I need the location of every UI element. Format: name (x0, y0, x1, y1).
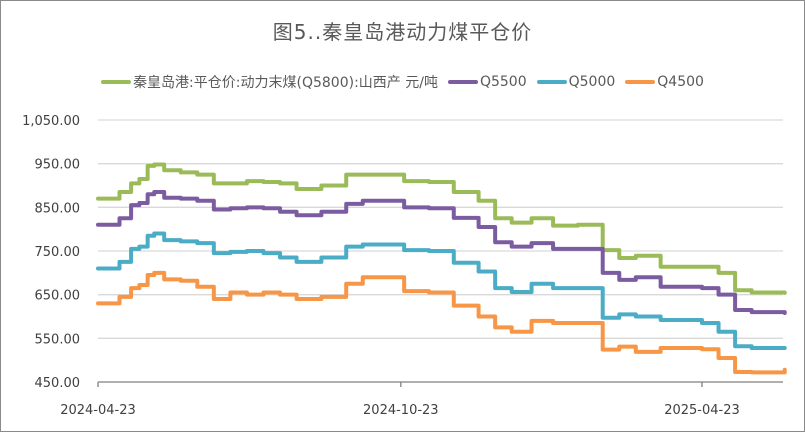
legend-item-q5500: Q5500 (447, 74, 527, 90)
y-tick-label: 1,050.00 (22, 114, 80, 129)
legend-label: Q5500 (479, 74, 527, 90)
legend-swatch (625, 80, 656, 84)
x-tick-label: 2024-10-23 (363, 403, 439, 418)
series-line-q5800 (96, 162, 787, 295)
x-tick-label: 2025-04-23 (664, 403, 740, 418)
y-tick-label: 650.00 (35, 289, 81, 304)
y-tick-label: 750.00 (35, 245, 81, 260)
legend-swatch (447, 80, 478, 84)
series-line-q4500 (96, 270, 787, 375)
y-tick-label: 550.00 (35, 332, 81, 347)
legend-label: 秦皇岛港:平仓价:动力末煤(Q5800):山西产 元/吨 (133, 75, 438, 91)
chart-title: 图5..秦皇岛港动力煤平仓价 (272, 20, 533, 44)
legend-swatch (536, 80, 567, 84)
y-tick-label: 850.00 (35, 201, 81, 216)
legend-label: Q4500 (657, 74, 704, 90)
y-tick-label: 950.00 (35, 158, 81, 173)
y-tick-label: 450.00 (35, 376, 81, 391)
legend-item-q4500: Q4500 (625, 74, 704, 90)
legend: 秦皇岛港:平仓价:动力末煤(Q5800):山西产 元/吨 Q5500 Q5000… (0, 72, 805, 92)
legend-item-q5800: 秦皇岛港:平仓价:动力末煤(Q5800):山西产 元/吨 (101, 72, 438, 92)
x-tick-label: 2024-04-23 (60, 403, 136, 418)
legend-label: Q5000 (568, 74, 616, 90)
legend-item-q5000: Q5000 (536, 74, 616, 90)
series-line-q5500 (96, 190, 787, 316)
legend-swatch (101, 80, 132, 84)
